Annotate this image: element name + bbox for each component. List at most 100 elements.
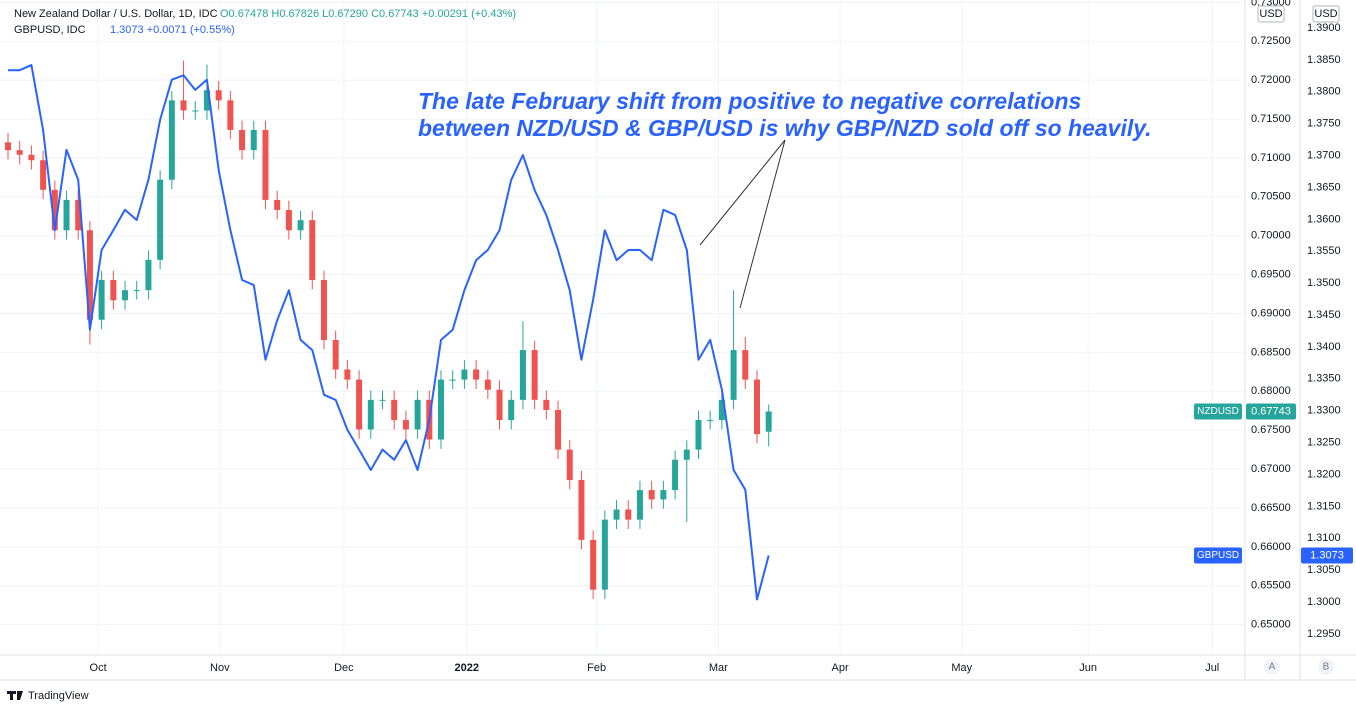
y2-tick-label: 1.3000 [1307,596,1341,608]
scale-button-label: A [1269,662,1276,673]
y2-tick-label: 1.3800 [1307,86,1341,98]
candle-body [98,280,105,320]
price-name-box [1194,547,1242,564]
brand-logo [7,691,23,700]
candle-body [110,280,117,301]
candle-body [414,399,421,430]
x-tick-label: Apr [832,662,849,674]
x-tick-label: Feb [587,662,606,674]
candle-body [356,379,363,430]
candle-body [285,210,292,231]
line-series [8,64,770,601]
y-tick-label: 0.65500 [1251,580,1291,592]
candle-body [519,350,526,400]
candle-body [344,369,351,380]
y2-tick-label: 1.2950 [1307,628,1341,640]
x-tick-label: 2022 [455,662,479,674]
y2-tick-label: 1.3400 [1307,341,1341,353]
y2-tick-label: 1.3600 [1307,213,1341,225]
candle-body [309,220,316,281]
candle-body [391,399,398,421]
price-box [1246,403,1296,420]
candle-body [531,350,538,400]
candle-body [332,339,339,370]
candle-body [40,160,47,190]
candle-body [449,379,456,381]
candle-body [262,129,269,200]
y2-tick-label: 1.3300 [1307,405,1341,417]
candle-body [239,129,246,151]
y2-tick-label: 1.3200 [1307,468,1341,480]
price-label: 1.3073 [1310,549,1344,561]
x-tick-label: Oct [90,662,107,674]
legend-title: New Zealand Dollar / U.S. Dollar, 1D, ID… [14,8,218,20]
candle-body [718,399,725,421]
candle-body [227,100,234,130]
x-tick-label: Nov [210,662,230,674]
candle-body [215,90,222,101]
candle-body [192,110,199,112]
candle-body [730,350,737,400]
candle-body [16,150,23,155]
candle-body [625,509,632,520]
candle-body [51,189,58,231]
y-tick-label: 0.65000 [1251,619,1291,631]
candle-body [75,199,82,231]
x-tick-label: May [951,662,972,674]
candle-body [250,129,257,151]
y-tick-label: 0.72000 [1251,74,1291,86]
unit-box[interactable] [1257,5,1285,23]
x-tick-label: Dec [334,662,354,674]
legend-second-values: 1.3073 +0.0071 (+0.55%) [110,24,235,36]
candle-body [660,490,667,500]
candle-body [461,369,468,380]
unit-label: USD [1314,8,1337,20]
y-tick-label: 0.67000 [1251,463,1291,475]
y2-tick-label: 1.3500 [1307,277,1341,289]
y2-tick-label: 1.3850 [1307,54,1341,66]
candle-body [5,142,11,151]
candle-body [180,100,187,111]
candle-body [695,420,702,450]
price-name-box [1194,403,1242,420]
y-tick-label: 0.70500 [1251,191,1291,203]
price-name: NZDUSD [1197,406,1239,417]
y-tick-label: 0.71500 [1251,113,1291,125]
scale-button[interactable] [1264,659,1280,675]
candle-body [145,259,152,291]
x-tick-label: Mar [709,662,728,674]
candle-body [765,411,772,432]
y2-tick-label: 1.3750 [1307,118,1341,130]
legend-ohlc: O0.67478 H0.67826 L0.67290 C0.67743 +0.0… [220,8,516,20]
candle-body [168,100,175,180]
annotation-arrow [739,139,786,309]
candle-body [484,379,491,390]
candle-body [496,389,503,421]
marks: NZDUSD 0.67743 GBPUSD 1.3073 [5,60,1353,601]
y2-tick-label: 1.3550 [1307,245,1341,257]
candle-body [86,230,93,320]
unit-box[interactable] [1312,5,1340,23]
candle-body [543,399,550,410]
y2-tick-label: 1.3650 [1307,181,1341,193]
y2-tick-label: 1.3350 [1307,373,1341,385]
price-box [1301,547,1353,564]
y2-tick-label: 1.3150 [1307,500,1341,512]
y-tick-label: 0.71000 [1251,152,1291,164]
y-tick-label: 0.66500 [1251,502,1291,514]
x-tick-label: Jul [1205,662,1219,674]
candle-body [672,459,679,491]
unit-label: USD [1259,8,1282,20]
overlay: New Zealand Dollar / U.S. Dollar, 1D, ID… [7,5,1340,702]
price-label: 0.67743 [1251,405,1291,417]
y2-tick-label: 1.3700 [1307,150,1341,162]
annotation-arrow [699,139,786,246]
legend-second: GBPUSD, IDC [14,24,86,36]
candle-body [133,290,140,292]
candle-body [203,90,210,111]
y-tick-label: 0.69000 [1251,307,1291,319]
scale-button[interactable] [1318,659,1334,675]
candle-body [590,539,597,590]
y-tick-label: 0.67500 [1251,424,1291,436]
